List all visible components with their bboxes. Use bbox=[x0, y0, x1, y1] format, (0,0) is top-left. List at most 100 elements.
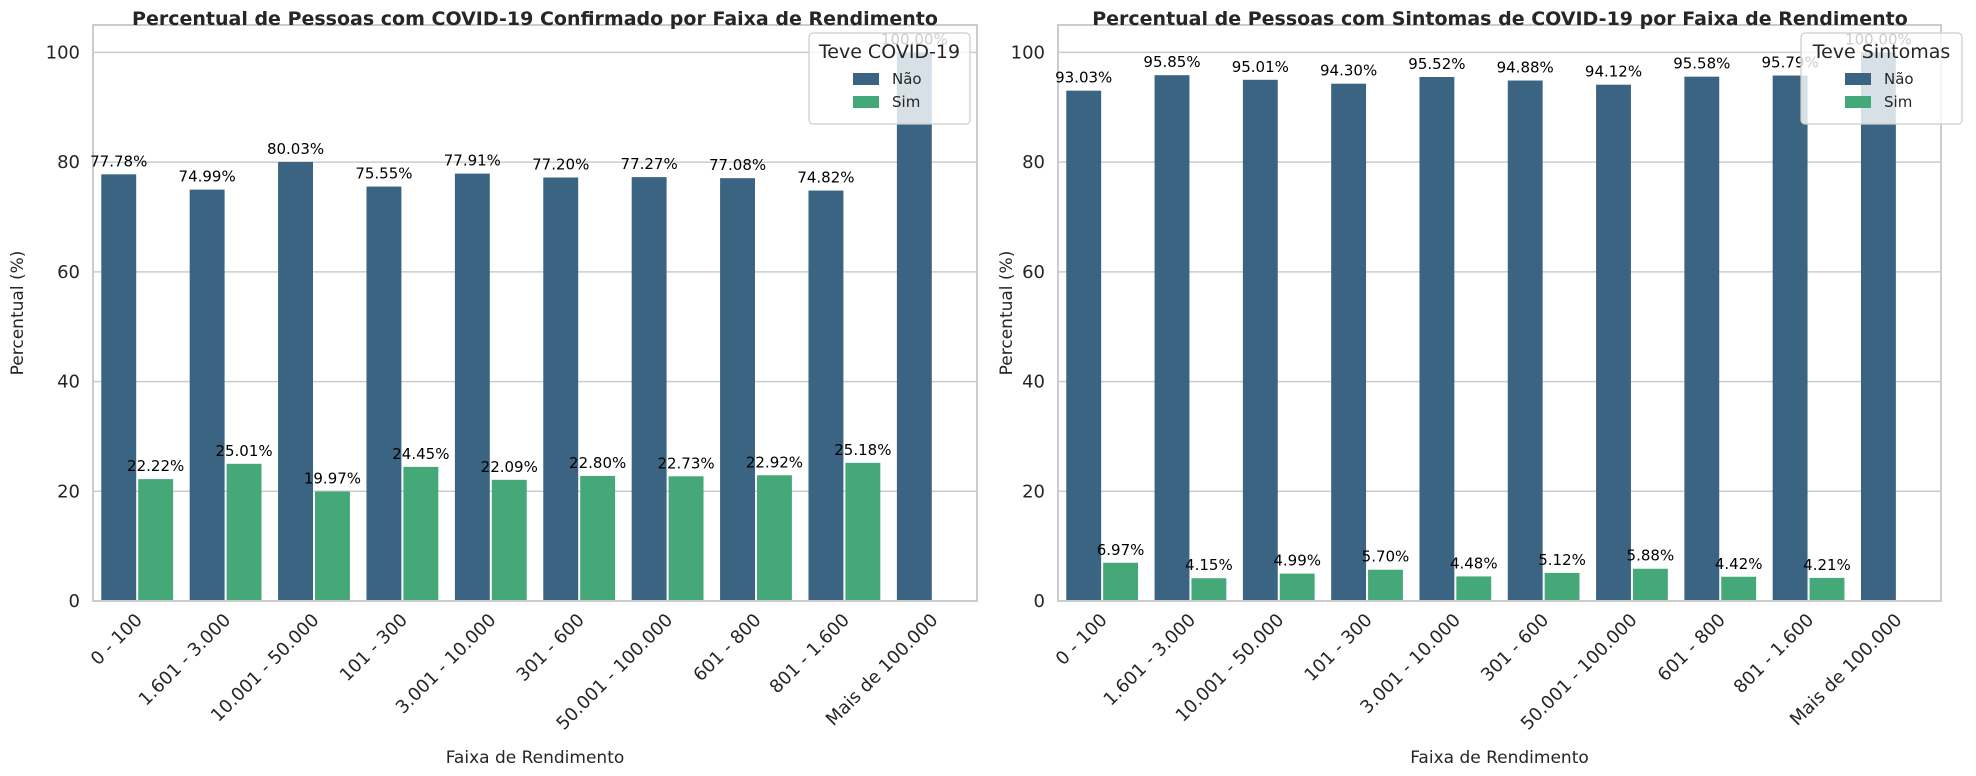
data-label: 5.12% bbox=[1538, 551, 1586, 569]
data-label: 95.85% bbox=[1143, 53, 1200, 71]
data-label: 80.03% bbox=[267, 140, 324, 158]
bar-nao bbox=[543, 177, 579, 601]
data-label: 25.18% bbox=[834, 441, 891, 459]
data-label: 25.01% bbox=[215, 442, 272, 460]
bar-nao bbox=[1419, 77, 1455, 601]
bar-nao bbox=[101, 174, 137, 601]
x-axis-label: Faixa de Rendimento bbox=[1410, 748, 1589, 768]
bar-sim bbox=[1191, 578, 1227, 601]
data-label: 94.88% bbox=[1497, 59, 1554, 77]
bar-nao bbox=[808, 190, 844, 602]
x-tick-label: 0 - 100 bbox=[1052, 610, 1112, 670]
x-tick-label: 101 - 300 bbox=[1300, 610, 1376, 686]
bar-sim bbox=[1544, 572, 1580, 601]
chart-title: Percentual de Pessoas com Sintomas de CO… bbox=[1092, 8, 1908, 30]
bar-sim bbox=[1809, 577, 1845, 601]
data-label: 74.82% bbox=[797, 169, 854, 187]
x-tick-label: 0 - 100 bbox=[87, 610, 147, 670]
data-label: 4.42% bbox=[1715, 555, 1763, 573]
y-tick-label: 40 bbox=[57, 372, 80, 393]
x-tick-label: 301 - 600 bbox=[1477, 610, 1553, 686]
y-axis-label: Percentual (%) bbox=[997, 251, 1017, 376]
bar-nao bbox=[1242, 79, 1278, 601]
data-label: 74.99% bbox=[179, 168, 236, 186]
legend: Teve Sintomas Não Sim bbox=[1800, 32, 1963, 125]
data-label: 22.73% bbox=[657, 454, 714, 472]
bar-nao bbox=[631, 177, 667, 602]
data-label: 5.70% bbox=[1362, 548, 1410, 566]
legend-label: Sim bbox=[892, 93, 920, 111]
legend-title: Teve Sintomas bbox=[1812, 41, 1951, 63]
bar-nao bbox=[278, 161, 313, 602]
bar-nao bbox=[1596, 84, 1631, 601]
bar-sim bbox=[138, 479, 174, 601]
legend-swatch-sim bbox=[1845, 96, 1871, 108]
x-tick-label: 801 - 1.600 bbox=[1730, 610, 1818, 698]
data-label: 75.55% bbox=[355, 165, 412, 183]
data-label: 77.08% bbox=[709, 156, 766, 174]
data-label: 95.58% bbox=[1673, 55, 1730, 73]
data-label: 19.97% bbox=[304, 469, 361, 487]
y-tick-label: 40 bbox=[1022, 372, 1045, 393]
legend-swatch-sim bbox=[853, 96, 879, 108]
x-tick-label: 601 - 800 bbox=[1654, 610, 1730, 686]
bar-nao bbox=[454, 173, 490, 601]
y-axis-label: Percentual (%) bbox=[8, 251, 28, 376]
data-label: 22.22% bbox=[127, 457, 184, 475]
bar-nao bbox=[896, 52, 932, 601]
x-tick-label: 1.601 - 3.000 bbox=[1100, 610, 1200, 710]
legend-label: Não bbox=[1884, 70, 1914, 88]
plot-frame bbox=[1057, 24, 1942, 602]
bar-sim bbox=[580, 475, 616, 601]
data-label: 94.12% bbox=[1585, 63, 1642, 81]
y-tick-label: 80 bbox=[57, 152, 80, 173]
y-tick-label: 80 bbox=[1022, 152, 1045, 173]
bar-sim bbox=[1721, 576, 1757, 601]
legend-box bbox=[1800, 32, 1963, 125]
legend-swatch-nao bbox=[853, 73, 879, 85]
data-label: 4.21% bbox=[1803, 556, 1851, 574]
bar-sim bbox=[1279, 573, 1315, 601]
data-label: 77.20% bbox=[532, 156, 589, 174]
data-label: 4.15% bbox=[1185, 556, 1233, 574]
data-label: 77.78% bbox=[90, 152, 147, 170]
y-tick-label: 60 bbox=[57, 262, 80, 283]
legend-label: Não bbox=[892, 70, 922, 88]
bar-sim bbox=[226, 463, 262, 601]
x-axis-label: Faixa de Rendimento bbox=[446, 748, 625, 768]
bar-sim bbox=[668, 476, 704, 601]
x-tick-label: 601 - 800 bbox=[689, 610, 765, 686]
y-tick-label: 100 bbox=[1011, 42, 1045, 63]
y-tick-label: 0 bbox=[1034, 591, 1045, 612]
bar-sim bbox=[1456, 576, 1492, 601]
data-label: 24.45% bbox=[392, 445, 449, 463]
chart-title: Percentual de Pessoas com COVID-19 Confi… bbox=[132, 8, 938, 30]
bar-nao bbox=[1507, 80, 1543, 601]
bar-sim bbox=[1632, 568, 1668, 601]
bar-nao bbox=[1772, 75, 1808, 601]
legend: Teve COVID-19 Não Sim bbox=[808, 32, 971, 125]
bar-sim bbox=[403, 466, 439, 601]
data-label: 6.97% bbox=[1097, 541, 1145, 559]
bar-nao bbox=[720, 178, 755, 602]
data-label: 77.27% bbox=[621, 155, 678, 173]
data-label: 5.88% bbox=[1627, 547, 1675, 565]
bar-sim bbox=[1103, 562, 1139, 601]
chart-panel-1: 0 20 40 60 80 100 77.78% 74.99% 80.03% 75.55% 77.9… bbox=[8, 8, 978, 768]
y-tick-label: 60 bbox=[1022, 262, 1045, 283]
data-label: 94.30% bbox=[1320, 62, 1377, 80]
data-label: 95.52% bbox=[1408, 55, 1465, 73]
data-label: 77.91% bbox=[444, 152, 501, 170]
x-tick-label: 1.601 - 3.000 bbox=[135, 610, 235, 710]
plot-frame bbox=[92, 24, 978, 602]
data-label: 4.48% bbox=[1450, 554, 1498, 572]
bar-sim bbox=[845, 462, 881, 601]
bar-nao bbox=[1684, 76, 1720, 602]
x-tick-label: 801 - 1.600 bbox=[766, 610, 854, 698]
data-label: 4.99% bbox=[1273, 552, 1321, 570]
data-label: 22.09% bbox=[481, 458, 538, 476]
bar-nao bbox=[1860, 52, 1896, 601]
y-tick-label: 20 bbox=[1022, 481, 1045, 502]
x-tick-label: 101 - 300 bbox=[336, 610, 412, 686]
